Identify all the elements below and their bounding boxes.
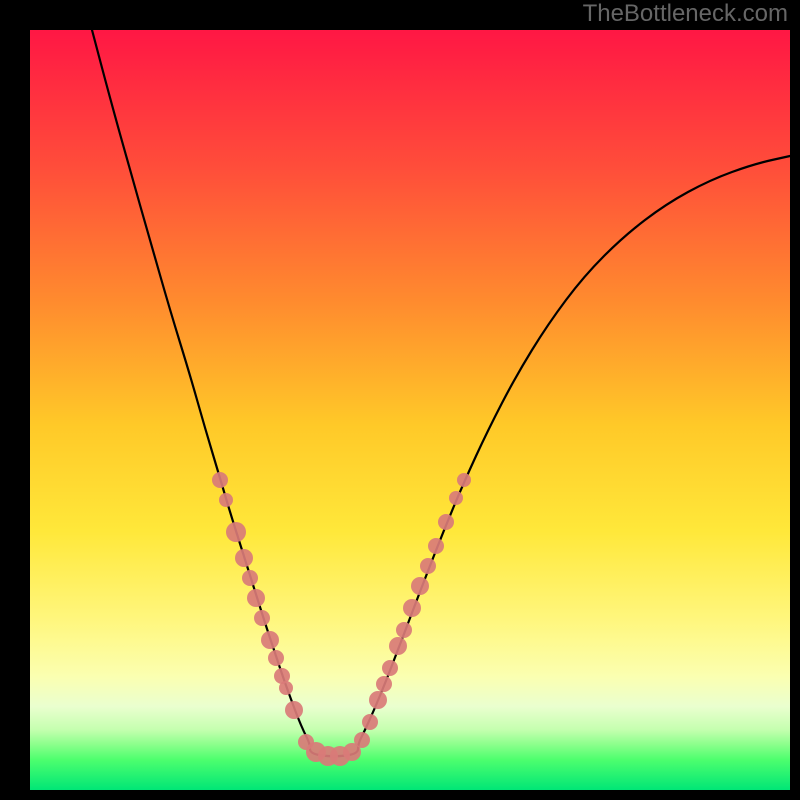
frame-right [790,0,800,800]
watermark-text: TheBottleneck.com [583,0,788,28]
frame-bottom [0,790,800,800]
plot-gradient-area [30,30,790,790]
frame-left [0,0,30,800]
